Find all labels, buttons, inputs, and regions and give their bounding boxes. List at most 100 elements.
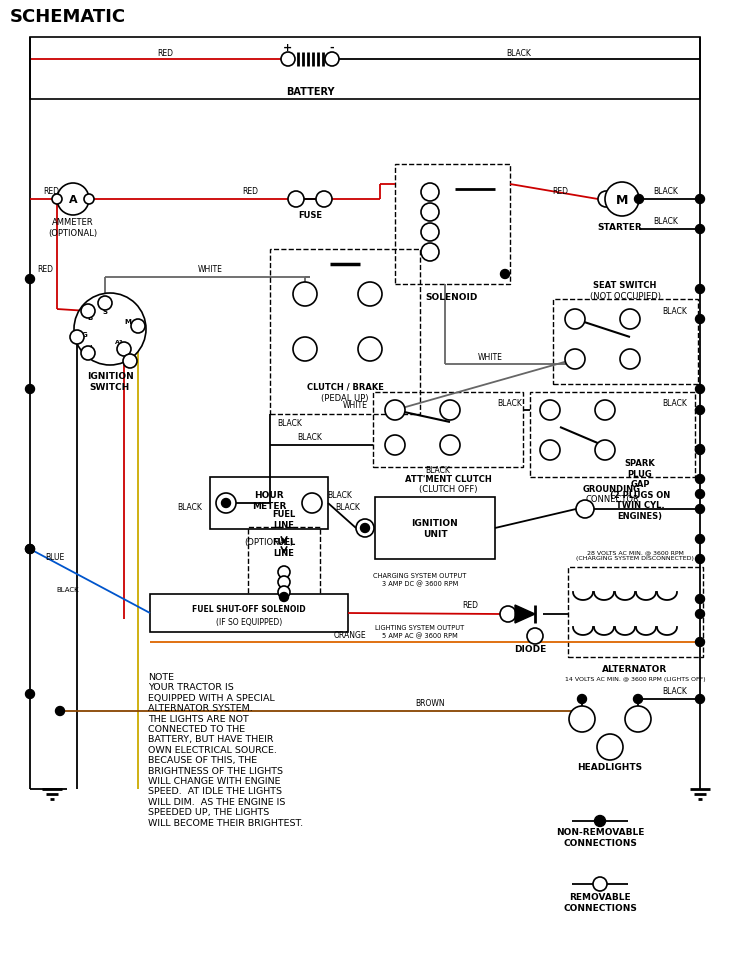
Text: RED: RED <box>157 48 173 57</box>
Bar <box>150 594 348 633</box>
Circle shape <box>26 275 35 284</box>
Circle shape <box>565 310 585 329</box>
Text: B: B <box>88 315 93 321</box>
Circle shape <box>26 385 35 394</box>
Circle shape <box>74 294 146 365</box>
Circle shape <box>385 400 405 421</box>
Text: ORANGE: ORANGE <box>333 630 367 639</box>
Circle shape <box>440 400 460 421</box>
Text: M: M <box>616 193 629 206</box>
Circle shape <box>696 505 704 514</box>
Text: SOLENOID: SOLENOID <box>426 293 478 301</box>
Text: BLACK: BLACK <box>654 217 679 227</box>
Circle shape <box>696 385 704 394</box>
Circle shape <box>222 499 230 508</box>
Circle shape <box>696 225 704 234</box>
Text: BLACK: BLACK <box>662 687 687 696</box>
Bar <box>30 38 700 100</box>
Circle shape <box>57 184 89 216</box>
Text: STARTER: STARTER <box>598 223 643 233</box>
Circle shape <box>98 297 112 311</box>
Text: CONNECTOR: CONNECTOR <box>585 495 639 504</box>
Circle shape <box>565 350 585 369</box>
Text: (IF SO EQUIPPED): (IF SO EQUIPPED) <box>216 617 282 626</box>
Bar <box>375 497 495 559</box>
Text: BATTERY: BATTERY <box>286 87 334 97</box>
Circle shape <box>316 192 332 207</box>
Text: REMOVABLE
CONNECTIONS: REMOVABLE CONNECTIONS <box>563 892 637 912</box>
Circle shape <box>55 706 65 716</box>
Text: FUEL SHUT-OFF SOLENOID: FUEL SHUT-OFF SOLENOID <box>192 604 306 612</box>
Circle shape <box>696 475 704 484</box>
Text: BLACK: BLACK <box>57 586 79 592</box>
Circle shape <box>696 315 704 325</box>
Bar <box>530 392 695 478</box>
Text: SEAT SWITCH: SEAT SWITCH <box>593 281 657 290</box>
Text: FUEL
LINE: FUEL LINE <box>272 510 296 529</box>
Bar <box>395 165 510 285</box>
Text: WHITE: WHITE <box>478 352 503 361</box>
Text: FUSE: FUSE <box>298 211 322 220</box>
Circle shape <box>576 500 594 518</box>
Circle shape <box>358 337 382 361</box>
Text: BROWN: BROWN <box>415 699 445 707</box>
Text: BLACK: BLACK <box>297 433 322 442</box>
Circle shape <box>356 519 374 538</box>
Text: HEADLIGHTS: HEADLIGHTS <box>578 763 643 771</box>
Text: BLACK: BLACK <box>662 398 687 407</box>
Text: CLUTCH / BRAKE: CLUTCH / BRAKE <box>307 382 383 391</box>
Circle shape <box>696 445 704 454</box>
Text: ALTERNATOR: ALTERNATOR <box>602 665 668 673</box>
Circle shape <box>361 524 369 533</box>
Circle shape <box>26 545 35 554</box>
Polygon shape <box>515 606 535 623</box>
Circle shape <box>421 244 439 262</box>
Circle shape <box>696 446 704 455</box>
Circle shape <box>288 192 304 207</box>
Text: ATT'MENT CLUTCH: ATT'MENT CLUTCH <box>405 475 492 484</box>
Circle shape <box>500 607 516 622</box>
Circle shape <box>216 493 236 514</box>
Text: A2: A2 <box>121 350 130 355</box>
Circle shape <box>440 435 460 455</box>
Text: 14 VOLTS AC MIN. @ 3600 RPM (LIGHTS OFF): 14 VOLTS AC MIN. @ 3600 RPM (LIGHTS OFF) <box>565 676 705 682</box>
Bar <box>373 392 523 467</box>
Circle shape <box>302 493 322 514</box>
Text: (NOT OCCUPIED): (NOT OCCUPIED) <box>590 292 660 300</box>
Text: DIODE: DIODE <box>514 644 546 654</box>
Circle shape <box>421 203 439 222</box>
Text: BLACK: BLACK <box>498 398 523 407</box>
Text: (PEDAL UP): (PEDAL UP) <box>321 394 369 403</box>
Text: NON-REMOVABLE
CONNECTIONS: NON-REMOVABLE CONNECTIONS <box>556 828 644 847</box>
Text: FUEL
LINE: FUEL LINE <box>272 538 296 557</box>
Circle shape <box>696 610 704 619</box>
Circle shape <box>696 695 704 703</box>
Text: (OPTIONAL): (OPTIONAL) <box>244 537 294 546</box>
Text: SCHEMATIC: SCHEMATIC <box>10 8 126 26</box>
Bar <box>248 527 320 603</box>
Circle shape <box>26 690 35 699</box>
Text: SPARK
PLUG
GAP
(2 PLUGS ON
TWIN CYL.
ENGINES): SPARK PLUG GAP (2 PLUGS ON TWIN CYL. ENG… <box>610 459 670 520</box>
Text: IGNITION
SWITCH: IGNITION SWITCH <box>87 372 133 391</box>
Circle shape <box>696 555 704 564</box>
Bar <box>270 250 420 415</box>
Text: RED: RED <box>462 600 478 609</box>
Bar <box>568 568 703 657</box>
Text: BLACK: BLACK <box>328 491 353 500</box>
Text: BLACK: BLACK <box>506 48 531 57</box>
Text: HOUR
METER: HOUR METER <box>252 490 286 510</box>
Text: BLACK: BLACK <box>336 503 361 512</box>
Circle shape <box>278 567 290 578</box>
Circle shape <box>70 330 84 345</box>
Circle shape <box>131 320 145 333</box>
Circle shape <box>117 343 131 357</box>
Text: AMMETER
(OPTIONAL): AMMETER (OPTIONAL) <box>49 218 98 237</box>
Circle shape <box>81 304 95 319</box>
Text: BLACK: BLACK <box>425 466 450 475</box>
Bar <box>210 478 328 529</box>
Circle shape <box>634 196 643 204</box>
Circle shape <box>52 195 62 204</box>
Circle shape <box>595 816 606 827</box>
Text: BLACK: BLACK <box>654 187 679 197</box>
Circle shape <box>280 593 289 602</box>
